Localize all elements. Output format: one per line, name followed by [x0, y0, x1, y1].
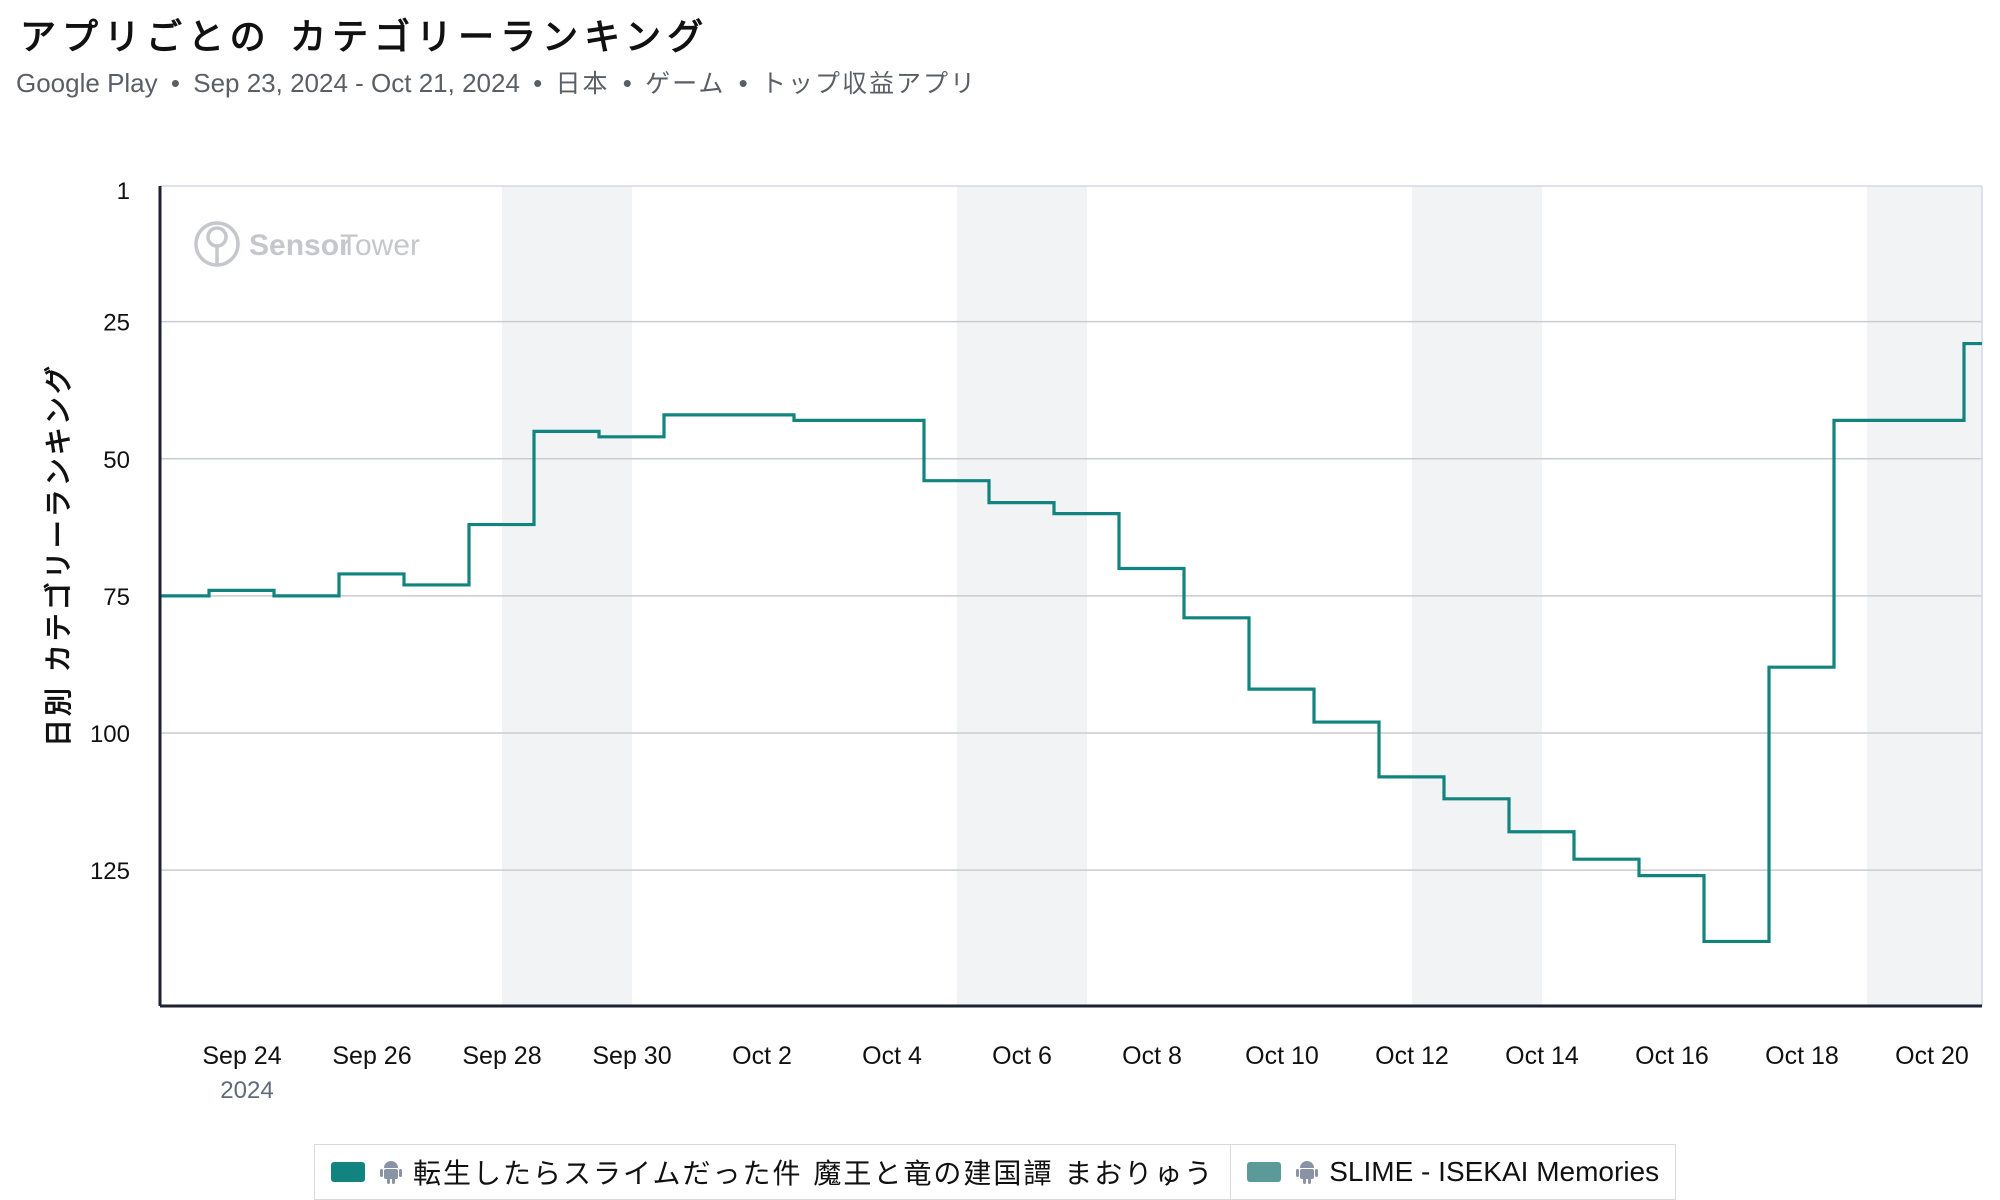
x-tick-label: Oct 14	[1505, 1042, 1579, 1070]
x-tick-label: Oct 20	[1895, 1042, 1969, 1070]
legend-item-mao-ryu[interactable]: 転生したらスライムだった件 魔王と竜の建国譚 まおりゅう	[315, 1145, 1232, 1199]
x-axis-ticks: Sep 24 2024 Sep 26 Sep 28 Sep 30 Oct 2 Oct 4 Oc…	[202, 1042, 1968, 1104]
x-tick-label: Oct 2	[732, 1042, 792, 1070]
x-tick-label: Oct 16	[1635, 1042, 1709, 1070]
chart-legend: 転生したらスライムだった件 魔王と竜の建国譚 まおりゅう SLIME - ISE…	[314, 1144, 1677, 1200]
x-tick-label: Oct 8	[1122, 1042, 1182, 1070]
sensor-tower-logo-icon	[194, 221, 240, 267]
subtitle-date-range: Sep 23, 2024 - Oct 21, 2024	[193, 68, 520, 98]
legend-swatch	[1247, 1162, 1282, 1182]
x-tick-label: Oct 18	[1765, 1042, 1839, 1070]
legend-swatch	[331, 1162, 365, 1182]
subtitle-chart-type: トップ収益アプリ	[760, 69, 977, 98]
x-tick-year-label: 2024	[220, 1077, 273, 1104]
legend-item-slime-isekai-memories[interactable]: SLIME - ISEKAI Memories	[1231, 1145, 1675, 1199]
x-tick-label: Oct 12	[1375, 1042, 1449, 1070]
series-line-1	[160, 341, 1982, 944]
x-tick-label: Sep 30	[592, 1042, 671, 1070]
y-tick-label: 1	[117, 178, 130, 205]
watermark-text-tower: Tower	[340, 229, 420, 262]
subtitle-store: Google Play	[16, 68, 158, 98]
watermark-text-sensor: Sensor	[249, 229, 351, 262]
x-tick-label: Oct 4	[862, 1042, 922, 1070]
y-tick-label: 75	[103, 584, 130, 611]
legend-label: SLIME - ISEKAI Memories	[1329, 1156, 1660, 1187]
subtitle-category: ゲーム	[645, 69, 726, 98]
subtitle-country: 日本	[555, 69, 610, 98]
y-tick-label: 125	[90, 858, 130, 885]
android-icon	[380, 1161, 402, 1184]
x-tick-label: Oct 10	[1245, 1042, 1319, 1070]
sensor-tower-watermark: Sensor Tower	[194, 221, 420, 267]
chart-title: アプリごとの カテゴリーランキング	[20, 17, 710, 58]
legend-label: 転生したらスライムだった件 魔王と竜の建国譚 まおりゅう	[413, 1157, 1215, 1190]
subtitle-separator: •	[622, 68, 632, 98]
gridlines	[160, 185, 1983, 1006]
axes	[158, 186, 1982, 1008]
y-tick-label: 25	[103, 310, 130, 337]
subtitle-separator: •	[533, 68, 543, 98]
x-tick-label: Sep 26	[332, 1042, 411, 1070]
x-tick-label: Sep 24	[202, 1042, 281, 1070]
subtitle-separator: •	[170, 68, 180, 98]
subtitle-separator: •	[738, 68, 748, 98]
chart-subtitle: Google Play • Sep 23, 2024 - Oct 21, 202…	[16, 64, 977, 100]
x-tick-label: Sep 28	[462, 1042, 541, 1070]
y-tick-label: 100	[90, 721, 130, 748]
series-lines	[160, 341, 1982, 944]
y-axis-label: 日別 カテゴリーランキング	[42, 363, 75, 747]
android-icon	[1296, 1161, 1319, 1184]
y-tick-label: 50	[103, 447, 130, 474]
x-tick-label: Oct 6	[992, 1042, 1052, 1070]
